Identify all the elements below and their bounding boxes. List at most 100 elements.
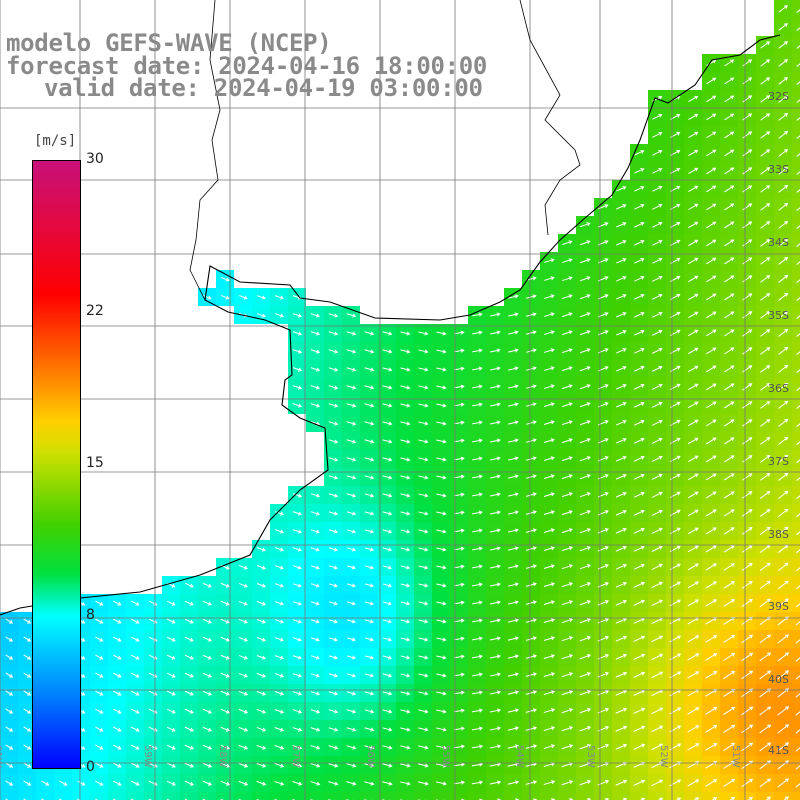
wind-cell bbox=[324, 792, 342, 800]
wind-arrow-head bbox=[532, 438, 537, 443]
wind-arrow bbox=[597, 636, 609, 642]
wind-arrow-head bbox=[81, 619, 86, 624]
wind-arrow-head bbox=[586, 474, 591, 479]
wind-arrow bbox=[220, 295, 230, 299]
wind-arrow bbox=[723, 491, 735, 499]
wind-arrow-head bbox=[207, 295, 212, 300]
wind-arrow bbox=[400, 691, 410, 695]
wind-arrow bbox=[328, 709, 338, 713]
wind-arrow-head bbox=[641, 653, 646, 658]
wind-arrow bbox=[796, 459, 800, 464]
lon-label: 56W bbox=[365, 745, 376, 768]
colorbar-tick: 15 bbox=[86, 455, 104, 471]
wind-arrow bbox=[507, 457, 519, 461]
wind-cell bbox=[270, 792, 288, 800]
wind-arrow-head bbox=[424, 331, 429, 336]
wind-arrow bbox=[436, 745, 446, 749]
wind-arrow-head bbox=[785, 706, 790, 711]
wind-arrow-head bbox=[550, 384, 555, 389]
wind-cell bbox=[612, 792, 630, 800]
wind-arrow bbox=[382, 367, 392, 371]
lat-label: 37S bbox=[768, 455, 789, 468]
wind-arrow bbox=[148, 690, 158, 696]
wind-arrow-head bbox=[406, 655, 411, 660]
wind-arrow bbox=[472, 439, 482, 443]
wind-arrow-head bbox=[496, 366, 501, 371]
wind-cell bbox=[792, 252, 800, 270]
wind-arrow-head bbox=[550, 780, 556, 785]
wind-arrow bbox=[580, 312, 590, 318]
wind-arrow-head bbox=[658, 95, 663, 100]
wind-arrow bbox=[382, 457, 392, 461]
wind-arrow-head bbox=[81, 709, 86, 714]
wind-arrow bbox=[148, 618, 158, 624]
wind-arrow-head bbox=[748, 473, 753, 477]
wind-arrow bbox=[615, 726, 627, 732]
wind-arrow bbox=[543, 601, 555, 605]
wind-arrow bbox=[759, 778, 771, 788]
wind-arrow-head bbox=[748, 365, 753, 369]
wind-arrow-head bbox=[659, 635, 664, 640]
wind-arrow bbox=[525, 745, 537, 749]
wind-arrow bbox=[688, 275, 698, 283]
wind-arrow bbox=[454, 511, 464, 515]
wind-arrow bbox=[113, 708, 121, 714]
wind-arrow-head bbox=[694, 293, 699, 298]
wind-arrow-head bbox=[622, 240, 627, 244]
wind-arrow-head bbox=[406, 637, 411, 642]
wind-arrow-head bbox=[424, 547, 429, 552]
wind-arrow bbox=[382, 475, 392, 479]
wind-arrow-head bbox=[712, 185, 717, 190]
wind-arrow bbox=[723, 671, 735, 679]
wind-arrow bbox=[525, 565, 537, 569]
wind-arrow-head bbox=[442, 673, 447, 678]
wind-arrow-head bbox=[676, 383, 681, 388]
wind-arrow-head bbox=[731, 652, 736, 657]
wind-arrow-head bbox=[604, 528, 609, 532]
wind-arrow-head bbox=[532, 690, 538, 695]
wind-arrow bbox=[724, 311, 734, 319]
wind-arrow-head bbox=[406, 367, 411, 372]
wind-arrow bbox=[543, 780, 555, 786]
wind-arrow-head bbox=[442, 709, 447, 714]
wind-arrow-head bbox=[694, 329, 699, 334]
wind-arrow bbox=[778, 95, 788, 103]
wind-arrow-head bbox=[604, 222, 609, 226]
colorbar-unit: [m/s] bbox=[34, 133, 77, 149]
wind-arrow bbox=[706, 257, 716, 265]
wind-arrow bbox=[543, 475, 555, 479]
wind-cell bbox=[684, 792, 702, 800]
wind-arrow-head bbox=[424, 457, 429, 462]
wind-arrow bbox=[634, 294, 644, 300]
wind-arrow-head bbox=[315, 385, 321, 390]
wind-cell bbox=[792, 342, 800, 360]
wind-arrow bbox=[796, 423, 800, 428]
wind-arrow-head bbox=[677, 671, 682, 676]
wind-arrow bbox=[346, 583, 356, 587]
wind-arrow bbox=[669, 653, 681, 661]
wind-arrow bbox=[777, 760, 789, 770]
wind-arrow bbox=[579, 546, 591, 552]
wind-arrow bbox=[238, 726, 248, 732]
wind-arrow bbox=[687, 635, 699, 643]
wind-arrow bbox=[543, 636, 555, 642]
wind-arrow bbox=[561, 528, 573, 534]
wind-arrow bbox=[706, 347, 716, 355]
wind-arrow-head bbox=[333, 511, 339, 516]
wind-arrow-head bbox=[478, 528, 483, 533]
wind-arrow-head bbox=[135, 763, 140, 768]
wind-arrow bbox=[382, 493, 392, 497]
wind-arrow bbox=[364, 511, 374, 515]
wind-arrow bbox=[705, 707, 717, 715]
wind-arrow bbox=[95, 672, 103, 678]
wind-arrow-head bbox=[297, 511, 302, 516]
wind-arrow-head bbox=[730, 149, 735, 154]
wind-arrow-head bbox=[604, 563, 609, 568]
wind-arrow-head bbox=[623, 779, 628, 784]
wind-arrow-head bbox=[352, 313, 357, 318]
wind-arrow bbox=[436, 439, 446, 443]
wind-arrow bbox=[580, 258, 590, 264]
wind-arrow bbox=[579, 636, 591, 642]
wind-arrow-head bbox=[677, 653, 682, 658]
wind-cell bbox=[36, 792, 54, 800]
